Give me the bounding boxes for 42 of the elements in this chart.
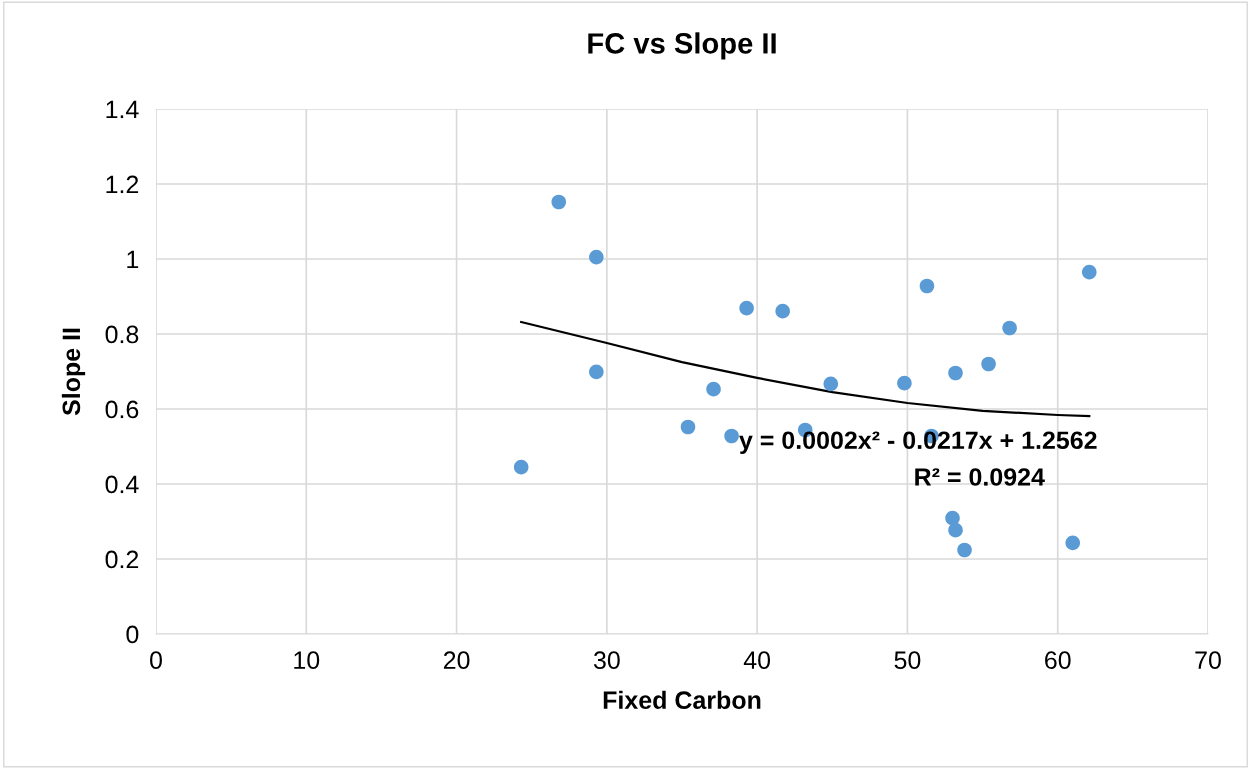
x-tick-label: 60 (1045, 651, 1071, 670)
point (948, 365, 963, 381)
y-tick-label: 1.2 (106, 175, 139, 194)
y-tick-label: 1.4 (106, 100, 139, 119)
x-tick-label: 50 (894, 651, 921, 670)
x-tick-label: 70 (1195, 651, 1221, 670)
point (680, 419, 696, 435)
point (775, 303, 790, 319)
y-axis-title: Slope II (61, 328, 86, 416)
point (948, 522, 963, 538)
x-tick-label: 30 (593, 651, 620, 670)
x-tick-label: 40 (743, 651, 771, 670)
point (706, 381, 721, 397)
annotation: y = 0.0002x² - 0.0217x + 1.2562 (739, 431, 1097, 455)
point (823, 376, 839, 392)
point (957, 542, 972, 558)
point (551, 194, 567, 210)
point (589, 364, 604, 380)
x-tick-label: 10 (294, 651, 320, 670)
point (945, 510, 960, 526)
point (1002, 320, 1017, 336)
y-tick-label: 0.4 (105, 475, 139, 494)
point (981, 356, 996, 372)
x-tick-label: 20 (443, 651, 470, 670)
x-tick-label: 0 (150, 651, 162, 670)
y-tick-label: 0 (126, 625, 139, 644)
point (1081, 264, 1097, 280)
point (739, 300, 754, 316)
point (513, 459, 529, 475)
y-tick-label: 0.6 (105, 400, 139, 419)
point (589, 249, 604, 265)
y-tick-label: 0.2 (105, 550, 139, 569)
point (897, 375, 912, 391)
chart-title: FC vs Slope II (588, 32, 776, 60)
point (1065, 535, 1081, 551)
y-tick-label: 1 (127, 250, 139, 269)
x-axis-title: Fixed Carbon (603, 690, 761, 709)
annotation: R² = 0.0924 (915, 468, 1045, 486)
y-tick-label: 0.8 (105, 325, 139, 344)
point (919, 278, 935, 294)
point (724, 428, 739, 444)
line-series (520, 320, 1091, 418)
